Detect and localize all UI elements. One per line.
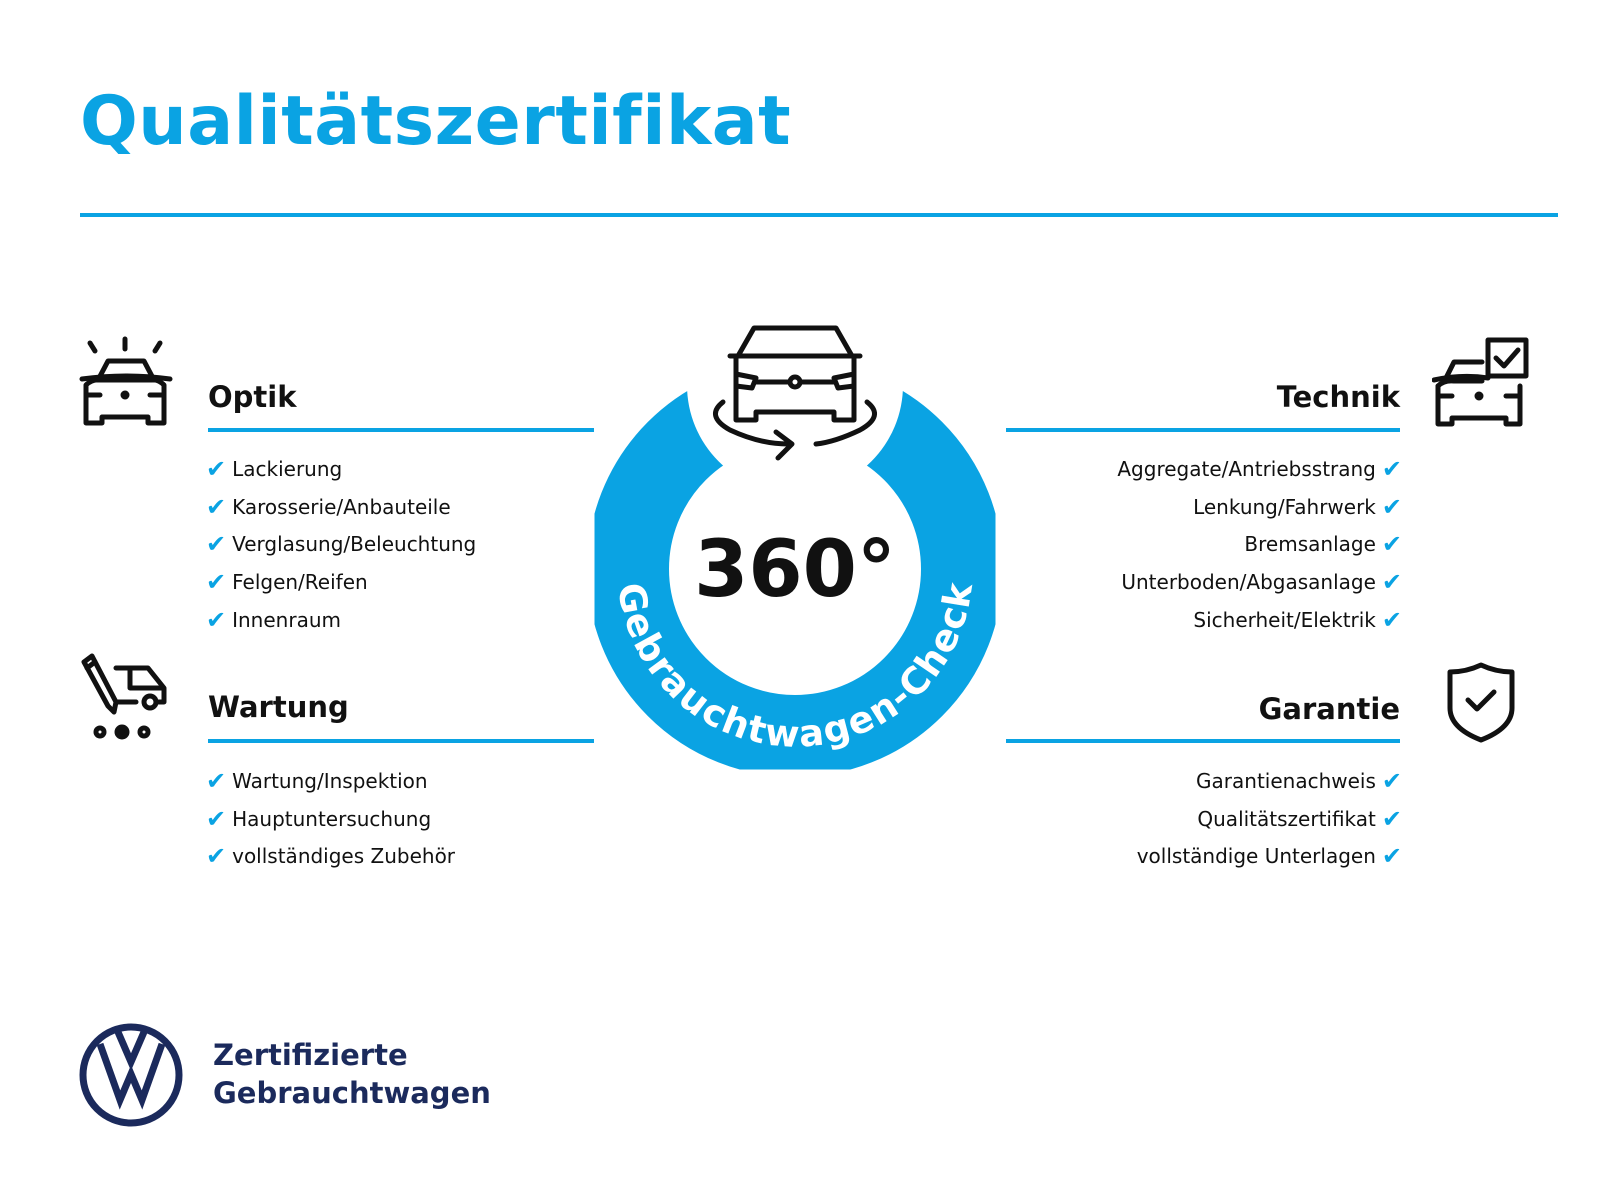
check-icon: ✔: [206, 568, 227, 597]
item-label: Hauptuntersuchung: [232, 806, 432, 831]
item-label: Wartung/Inspektion: [232, 769, 428, 793]
check-icon: ✔: [1381, 455, 1402, 483]
check-icon: ✔: [1381, 605, 1402, 634]
item-label: Aggregate/Antriebsstrang: [1117, 457, 1376, 481]
360-check-badge: Gebrauchtwagen-Check 360°: [587, 325, 1003, 777]
item-label: vollständige Unterlagen: [1136, 844, 1376, 869]
item-label: Lenkung/Fahrwerk: [1193, 494, 1376, 519]
list-item: ✔ Hauptuntersuchung: [206, 801, 455, 839]
garantie-divider: [1006, 739, 1400, 743]
item-label: Lackierung: [232, 457, 343, 481]
shield-check-icon: [1447, 662, 1515, 743]
list-item: ✔ Innenraum: [206, 602, 476, 640]
item-label: Karosserie/Anbauteile: [232, 494, 451, 519]
item-label: Verglasung/Beleuchtung: [232, 532, 477, 557]
list-item: Unterboden/Abgasanlage ✔: [1117, 564, 1402, 602]
list-item: Sicherheit/Elektrik ✔: [1117, 602, 1402, 640]
check-icon: ✔: [1381, 767, 1402, 795]
logo-line-1: Zertifizierte: [213, 1038, 408, 1072]
technik-list: Aggregate/Antriebsstrang ✔ Lenkung/Fahrwe…: [1117, 451, 1402, 640]
technik-heading: Technik: [1276, 380, 1400, 414]
list-item: ✔ Lackierung: [206, 451, 476, 489]
list-item: ✔ Felgen/Reifen: [206, 564, 476, 602]
list-item: Garantienachweis ✔: [1137, 763, 1402, 801]
check-icon: ✔: [1381, 568, 1402, 597]
van-service-icon: [81, 653, 167, 740]
check-icon: ✔: [1381, 842, 1402, 871]
item-label: Garantienachweis: [1196, 769, 1376, 793]
logo-text: Zertifizierte Gebrauchtwagen: [213, 1036, 491, 1112]
item-label: Innenraum: [232, 607, 341, 632]
item-label: Qualitätszertifikat: [1197, 806, 1376, 831]
list-item: ✔ Karosserie/Anbauteile: [206, 489, 476, 527]
wartung-divider: [208, 739, 594, 743]
360-label: 360°: [694, 525, 896, 615]
item-label: Sicherheit/Elektrik: [1193, 607, 1376, 632]
item-label: Bremsanlage: [1244, 532, 1376, 557]
technik-divider: [1006, 428, 1400, 432]
check-icon: ✔: [206, 492, 227, 521]
check-icon: ✔: [206, 842, 227, 871]
optik-heading: Optik: [208, 380, 297, 414]
list-item: Aggregate/Antriebsstrang ✔: [1117, 451, 1402, 489]
list-item: Qualitätszertifikat ✔: [1137, 801, 1402, 839]
optik-list: ✔ Lackierung ✔ Karosserie/Anbauteile ✔ Verg…: [206, 451, 476, 640]
item-label: Unterboden/Abgasanlage: [1121, 570, 1376, 595]
item-label: vollständiges Zubehör: [232, 844, 456, 869]
vw-logo: [79, 1023, 183, 1127]
list-item: Bremsanlage ✔: [1117, 526, 1402, 564]
logo-line-2: Gebrauchtwagen: [213, 1076, 491, 1110]
title-divider: [80, 213, 1558, 217]
check-icon: ✔: [206, 605, 227, 634]
list-item: ✔ Wartung/Inspektion: [206, 763, 455, 801]
check-icon: ✔: [206, 530, 227, 559]
rotating-car-icon: [713, 325, 877, 461]
check-icon: ✔: [1381, 530, 1402, 559]
check-icon: ✔: [206, 804, 227, 833]
list-item: ✔ Verglasung/Beleuchtung: [206, 526, 476, 564]
page-title: Qualitätszertifikat: [80, 82, 792, 161]
check-icon: ✔: [1381, 492, 1402, 521]
list-item: Lenkung/Fahrwerk ✔: [1117, 489, 1402, 527]
garantie-list: Garantienachweis ✔ Qualitätszertifikat ✔ v…: [1137, 763, 1402, 876]
list-item: vollständige Unterlagen ✔: [1137, 838, 1402, 876]
wartung-heading: Wartung: [208, 690, 349, 724]
wartung-list: ✔ Wartung/Inspektion ✔ Hauptuntersuchung ✔…: [206, 763, 455, 876]
optik-divider: [208, 428, 594, 432]
car-checkbox-icon: [1432, 337, 1529, 427]
check-icon: ✔: [206, 767, 227, 795]
list-item: ✔ vollständiges Zubehör: [206, 838, 455, 876]
item-label: Felgen/Reifen: [232, 570, 368, 595]
ring: [587, 361, 1003, 777]
car-lights-icon: [79, 336, 173, 426]
check-icon: ✔: [1381, 804, 1402, 833]
garantie-heading: Garantie: [1258, 692, 1400, 726]
check-icon: ✔: [206, 455, 227, 483]
